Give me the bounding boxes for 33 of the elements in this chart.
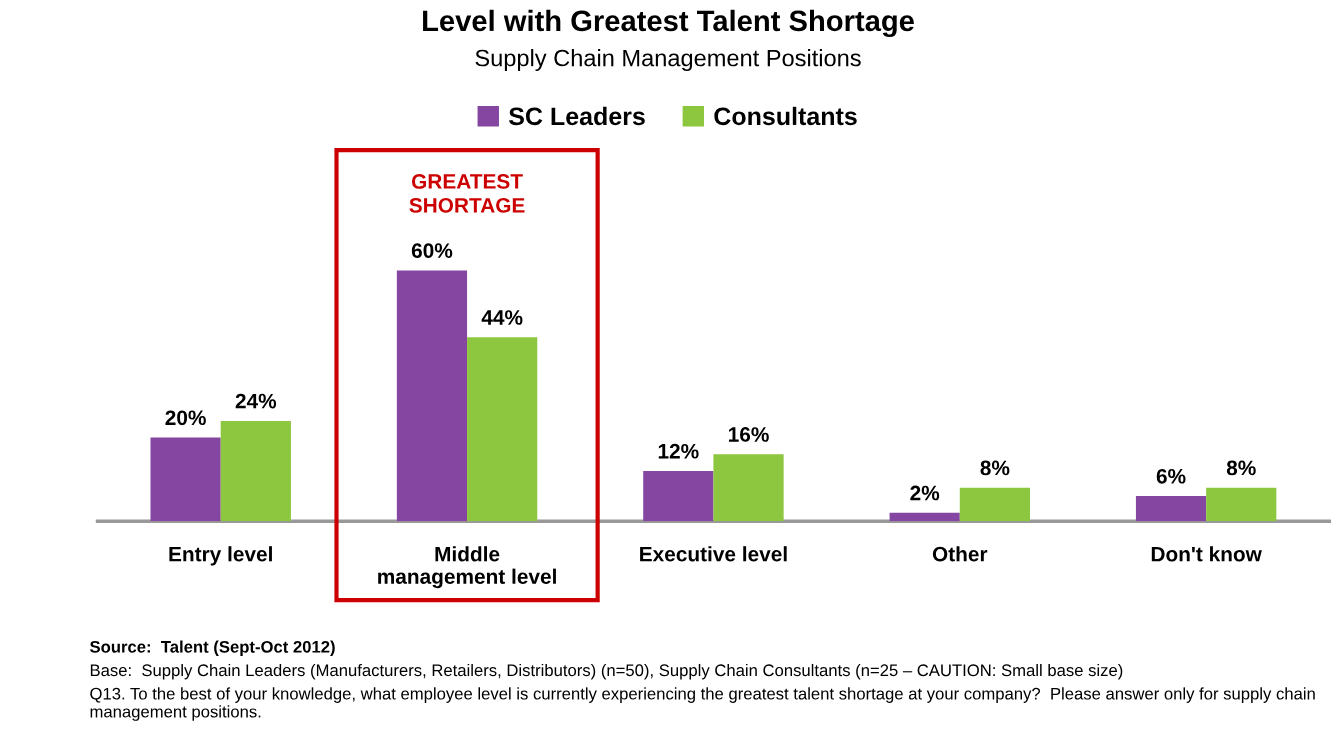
data-label: 24% (235, 393, 277, 409)
data-label: 12% (658, 443, 699, 459)
legend-label: Consultants (714, 106, 857, 126)
x-tick-label: Don't know (1151, 546, 1262, 562)
bar (1135, 496, 1207, 522)
bar (713, 454, 784, 522)
bar (889, 512, 960, 522)
x-tick-label: Executive level (640, 546, 787, 562)
data-label: 60% (411, 243, 453, 258)
bar (396, 270, 468, 522)
chart-title: Level with Greatest Talent Shortage (423, 9, 914, 38)
bar (959, 487, 1030, 522)
data-label: 8% (980, 460, 1010, 476)
bar (220, 420, 291, 522)
data-label: 8% (1226, 460, 1256, 476)
source-note: Source: Talent (Sept-Oct 2012) (89, 640, 335, 657)
data-label: 2% (910, 485, 940, 501)
bar (150, 437, 221, 522)
text: GREATEST SHORTAGE (409, 174, 525, 213)
data-label: 6% (1156, 468, 1186, 484)
data-label: 44% (481, 310, 523, 325)
legend-label: SC Leaders (508, 106, 645, 126)
bar (467, 337, 538, 522)
text: Base: Supply Chain Leaders (Manufacturers, Retailers, Distributors) (n=50), Supply Chain Consultants (n=25 – CAUTION: Small base size) (90, 663, 1123, 680)
bar (1206, 487, 1277, 522)
x-tick-label: Entry level (169, 546, 272, 566)
x-tick-label: Middle management level (378, 546, 556, 589)
data-label: 20% (165, 410, 206, 426)
data-label: 16% (728, 427, 769, 442)
x-tick-label: Other (932, 546, 988, 562)
text: Q13. To the best of your knowledge, what employee level is currently experiencing the greatest talent shortage at your company? Please answer only for supply chain management positions. (90, 687, 1315, 721)
bar (643, 471, 714, 522)
chart-subtitle: Supply Chain Management Positions (475, 49, 861, 72)
